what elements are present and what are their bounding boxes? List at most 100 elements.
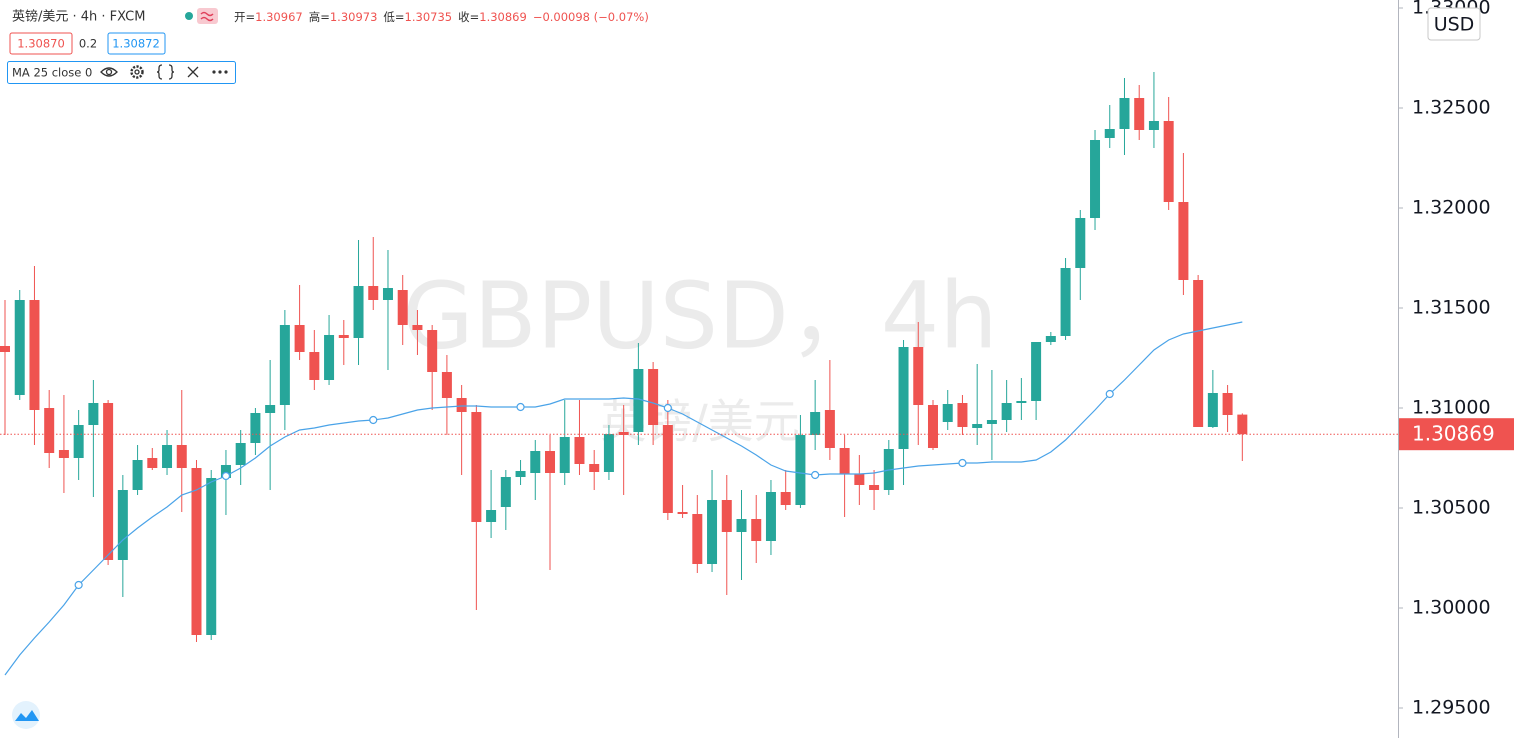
candle-body [1193,280,1204,427]
candle-body [957,403,968,427]
indicator-legend[interactable] [7,61,236,84]
candle-body [574,437,585,464]
candle-body [1001,403,1012,420]
candle-body [721,500,732,532]
y-tick-label: 1.32000 [1412,197,1491,219]
candle-body [250,413,261,443]
last-price-box [1399,418,1514,451]
candle-body [441,372,452,398]
candle-body [1075,218,1086,268]
candle-body [1060,268,1071,336]
plot-area [0,72,1398,676]
y-tick-label: 1.29500 [1412,697,1491,719]
candle-body [942,404,953,422]
logo[interactable] [12,701,40,729]
candle-body [412,325,423,330]
eye-pupil [105,68,113,76]
candle-body [986,420,997,424]
candle-body [73,425,84,458]
gear-icon[interactable] [130,65,144,79]
candle-body [1148,121,1159,130]
candle-body [618,432,629,435]
ma-marker [811,470,820,480]
candle-body [854,474,865,485]
dot [218,70,222,74]
candle-body [132,460,143,490]
candle-body [1045,336,1056,342]
watermark-sub: 英镑/美元 [600,395,800,449]
currency-box[interactable] [1427,7,1481,41]
logo-bg [12,701,40,729]
y-tick-label: 1.32500 [1412,97,1491,119]
ohlc-value: 1.30973 [330,10,378,24]
y-tick-label: 1.31000 [1412,397,1491,419]
y-tick-label: 1.30000 [1412,597,1491,619]
candle-body [353,286,364,338]
candle-body [648,369,659,425]
close-icon[interactable] [187,66,199,78]
candle-body [14,300,25,395]
y-tick-label: 1.31500 [1412,297,1491,319]
ma-marker [1105,389,1114,399]
source-icon[interactable] [156,64,175,80]
candle-body [1222,393,1233,415]
candle-body [810,412,821,435]
candle-body [1237,414,1248,435]
candle-body [530,451,541,473]
candle-body [265,405,276,413]
candle-body [88,403,99,425]
candle-body [692,514,703,564]
candle-body [898,347,909,449]
bid-box[interactable] [9,32,73,55]
more-icon[interactable] [212,70,228,74]
spread: 0.2 [79,37,97,51]
ohlc-key: 收= [458,10,479,24]
currency: USD [1434,14,1475,36]
status-dot [185,12,193,20]
status-icon [197,8,218,24]
candle-body [515,471,526,477]
ma-marker [369,415,378,425]
ohlc-value: 1.30869 [479,10,527,24]
candle-body [1090,140,1101,218]
ohlc-value: 1.30967 [255,10,303,24]
candle-body [338,335,349,338]
ohlc-key: 高= [309,10,330,24]
candle-body [117,490,128,560]
candle-body [1178,202,1189,280]
indicator-icons[interactable] [100,64,199,80]
candle-body [662,425,673,513]
candle-body [191,468,202,635]
candle-body [103,403,114,560]
ma-marker [958,458,967,468]
candle-body [456,398,467,412]
eye-icon[interactable] [100,67,118,77]
candle-body [29,300,40,410]
ma-marker [221,471,231,481]
candle-body [220,465,231,478]
candle-body [471,412,482,522]
candle-body [0,346,10,352]
last-price-label: 1.30869 [1412,422,1495,446]
candle-body [736,519,747,532]
candle-body [427,330,438,372]
candle-body [397,290,408,325]
candle-body [677,512,688,514]
ask-box[interactable] [107,32,166,55]
candle-body [279,325,290,405]
ohlc-key: 开= [234,10,255,24]
candle-body [162,445,173,468]
ohlc-value: 1.30735 [405,10,453,24]
candle-body [972,424,983,428]
dot [212,70,216,74]
candle-body [206,478,217,635]
logo-mark [15,710,39,721]
candle-body [1016,401,1027,403]
candle-body [324,335,335,380]
change: −0.00098 (−0.07%) [533,10,649,24]
candle-body [869,485,880,490]
candle-body [1134,98,1145,130]
candle-body [1119,98,1130,129]
